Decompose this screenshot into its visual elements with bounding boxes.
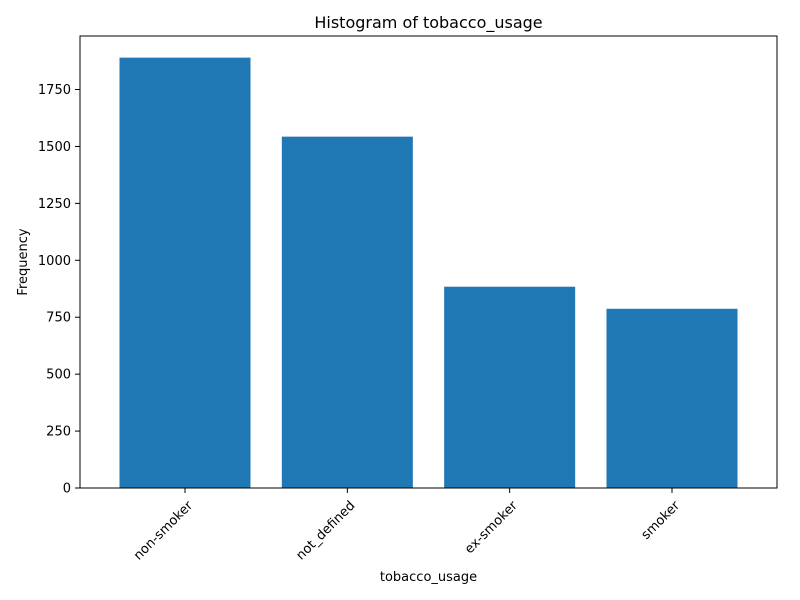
y-tick-label: 500 [46, 368, 71, 383]
bar-ex-smoker [444, 286, 576, 488]
bar-smoker [606, 308, 738, 488]
bars-layer [119, 57, 738, 489]
y-axis-ticks: 0 250 500 750 1000 1250 1500 1750 [38, 83, 80, 497]
plot-frame [79, 35, 778, 489]
y-tick-label: 250 [46, 425, 71, 440]
bar-not_defined [281, 136, 413, 488]
bar-non-smoker [119, 57, 251, 489]
y-tick-label: 1000 [38, 254, 71, 269]
chart-title: Histogram of tobacco_usage [314, 13, 542, 33]
x-axis-label: tobacco_usage [380, 570, 477, 585]
y-tick-label: 1250 [38, 197, 71, 212]
y-tick-label: 750 [46, 311, 71, 326]
y-tick-label: 1500 [38, 140, 71, 155]
y-tick-label: 0 [63, 482, 71, 497]
y-tick-label: 1750 [38, 83, 71, 98]
y-axis-label: Frequency [16, 228, 31, 295]
